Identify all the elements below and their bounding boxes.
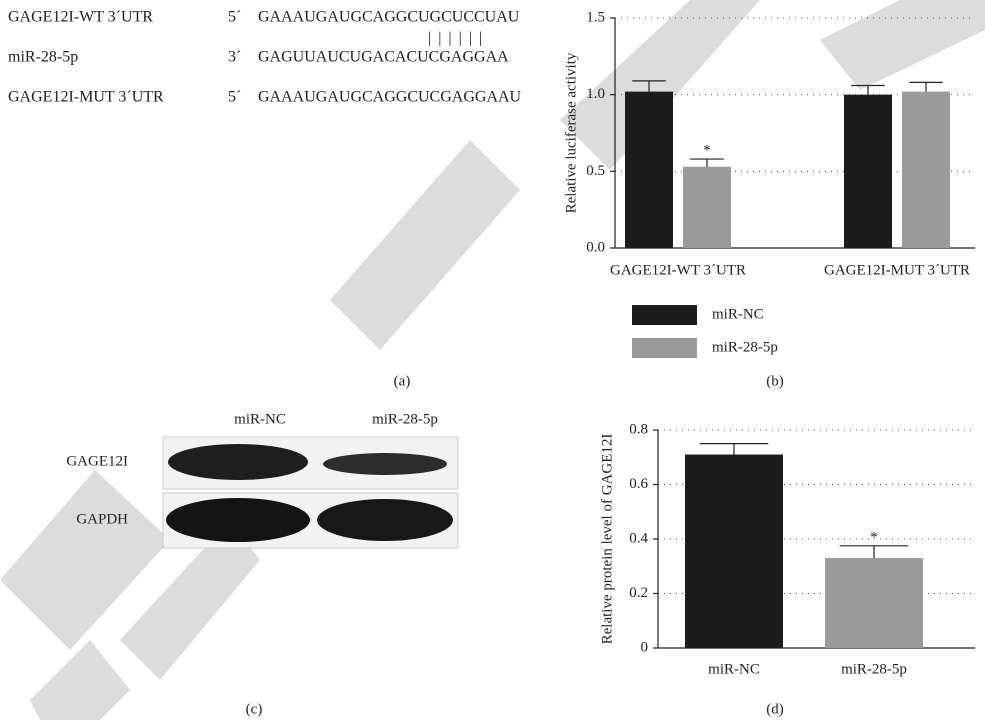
- sequence: GAAAUGAUGCAGGCUGCUCCUAU: [258, 9, 520, 26]
- blot-band: [317, 499, 453, 541]
- error-bar: [699, 443, 769, 455]
- y-tick-label: 1.5: [586, 9, 605, 25]
- legend-label: miR-28-5p: [712, 339, 778, 355]
- annotation: *: [870, 529, 878, 545]
- error-bar: [839, 545, 909, 559]
- sequence: GAGUUAUCUGACACUCGAGGAA: [258, 49, 509, 66]
- sequence-name: GAGE12I-MUT 3´UTR: [8, 89, 164, 106]
- legend-swatch: [632, 338, 697, 358]
- bar: [685, 454, 783, 648]
- sequence-panel: GAGE12I-WT 3´UTR 5´ GAAAUGAUGCAGGCUGCUCCUA…: [8, 9, 522, 106]
- blot: [162, 436, 459, 549]
- bar: [683, 166, 731, 248]
- panel-label: (d): [766, 701, 784, 717]
- y-tick-label: 1.0: [586, 86, 605, 102]
- pairing: ||||||: [428, 30, 489, 47]
- y-tick-label: 0.5: [586, 163, 605, 179]
- blot-band: [166, 498, 310, 542]
- y-axis-label: Relative luciferase activity: [563, 52, 579, 213]
- sequence-end: 5´: [228, 89, 241, 106]
- sequence: GAAAUGAUGCAGGCUCGAGGAAU: [258, 89, 522, 106]
- sequence-name: GAGE12I-WT 3´UTR: [8, 9, 153, 26]
- legend-swatch: [632, 305, 697, 325]
- blot-band: [323, 453, 447, 475]
- blot-band: [168, 444, 308, 480]
- error-bar: [632, 80, 666, 92]
- y-tick-label: 0.2: [629, 585, 648, 601]
- x-tick-label: GAGE12I-WT 3´UTR: [610, 262, 746, 278]
- y-tick-label: 0.0: [586, 239, 605, 255]
- y-tick-label: 0.4: [629, 530, 648, 546]
- error-bar: [690, 158, 724, 167]
- sequence-end: 3´: [228, 49, 241, 66]
- blot-column-label: miR-28-5p: [372, 411, 438, 427]
- y-tick-label: 0.8: [629, 421, 648, 437]
- panel-label: (a): [394, 373, 411, 389]
- error-bar: [851, 84, 885, 95]
- error-bar: [909, 81, 943, 92]
- sequence-end: 5´: [228, 9, 241, 26]
- blot-column-label: miR-NC: [234, 411, 286, 427]
- y-axis-label: Relative protein level of GAGE12I: [599, 434, 615, 645]
- blot-row-label: GAPDH: [76, 511, 128, 527]
- bar: [844, 94, 892, 249]
- blot-row-label: GAGE12I: [66, 453, 128, 469]
- panel-label: (b): [766, 373, 784, 389]
- x-tick-label: miR-NC: [708, 661, 760, 677]
- sequence-name: miR-28-5p: [8, 49, 78, 66]
- y-tick-label: 0: [641, 639, 649, 655]
- x-tick-label: GAGE12I-MUT 3´UTR: [824, 262, 970, 278]
- bar: [825, 558, 923, 648]
- annotation: *: [703, 143, 711, 159]
- bar: [625, 91, 673, 248]
- legend-label: miR-NC: [712, 306, 764, 322]
- x-tick-label: miR-28-5p: [841, 661, 907, 677]
- panel-label: (c): [246, 701, 263, 717]
- y-tick-label: 0.6: [629, 476, 648, 492]
- bar: [902, 91, 950, 248]
